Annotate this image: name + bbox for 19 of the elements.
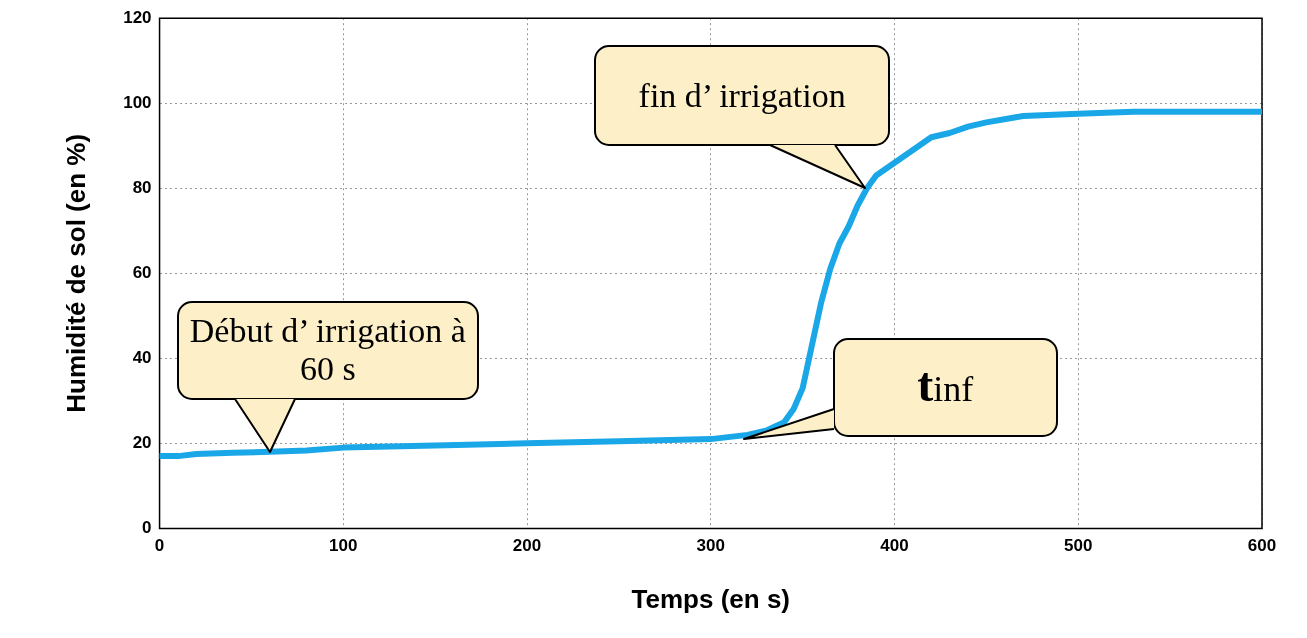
x-axis-title: Temps (en s) <box>631 583 790 614</box>
y-tick-label: 80 <box>132 177 152 197</box>
annotation: tinf <box>917 358 974 412</box>
y-axis-title: Humidité de sol (en %) <box>60 133 91 413</box>
y-tick-label: 120 <box>123 7 152 27</box>
x-tick-label: 300 <box>696 536 725 556</box>
x-tick-label: 200 <box>512 536 542 556</box>
annotation: fin d’ irrigation <box>638 76 846 115</box>
y-tick-label: 40 <box>132 348 152 368</box>
x-tick-label: 400 <box>880 536 909 556</box>
x-tick-label: 100 <box>329 536 358 556</box>
annotation: Début d’ irrigation à 60 s <box>188 312 467 389</box>
y-tick-label: 0 <box>142 518 152 538</box>
x-tick-label: 0 <box>154 536 165 556</box>
x-tick-label: 500 <box>1064 536 1093 556</box>
y-tick-label: 100 <box>123 92 152 112</box>
x-tick-label: 600 <box>1247 536 1277 556</box>
y-tick-label: 60 <box>132 262 152 282</box>
y-tick-label: 20 <box>132 433 152 453</box>
